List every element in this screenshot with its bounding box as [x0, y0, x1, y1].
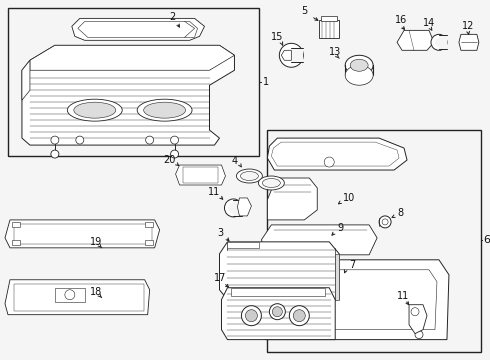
- Circle shape: [290, 330, 298, 339]
- Ellipse shape: [345, 65, 373, 85]
- Text: 14: 14: [423, 18, 435, 28]
- Circle shape: [76, 136, 84, 144]
- Bar: [145, 240, 153, 245]
- Polygon shape: [30, 45, 234, 70]
- Polygon shape: [319, 21, 339, 38]
- Text: 11: 11: [207, 187, 220, 197]
- Text: 16: 16: [395, 15, 407, 25]
- Bar: [268, 130, 481, 352]
- Bar: [14, 224, 151, 244]
- Text: 11: 11: [397, 291, 409, 301]
- Circle shape: [431, 34, 447, 50]
- Text: 4: 4: [231, 156, 238, 166]
- Polygon shape: [281, 50, 292, 60]
- Circle shape: [146, 136, 154, 144]
- Text: 19: 19: [90, 237, 102, 247]
- Circle shape: [289, 306, 309, 326]
- Polygon shape: [335, 254, 339, 300]
- Polygon shape: [5, 220, 160, 248]
- Circle shape: [279, 43, 303, 67]
- Circle shape: [382, 219, 388, 225]
- Circle shape: [379, 216, 391, 228]
- Polygon shape: [459, 34, 479, 50]
- Polygon shape: [409, 305, 427, 334]
- Circle shape: [228, 203, 239, 213]
- Bar: [292, 48, 303, 62]
- Ellipse shape: [137, 99, 192, 121]
- Text: 5: 5: [301, 6, 308, 17]
- Polygon shape: [261, 260, 449, 339]
- Text: 20: 20: [164, 155, 176, 165]
- Polygon shape: [227, 242, 259, 248]
- Text: 13: 13: [329, 47, 342, 57]
- Circle shape: [51, 150, 59, 158]
- Ellipse shape: [350, 59, 368, 71]
- Ellipse shape: [237, 169, 262, 183]
- Ellipse shape: [262, 179, 280, 188]
- Polygon shape: [22, 45, 234, 145]
- Circle shape: [272, 307, 282, 317]
- Text: 8: 8: [397, 208, 403, 218]
- Text: 9: 9: [337, 223, 343, 233]
- Polygon shape: [268, 178, 317, 220]
- Bar: [183, 167, 219, 183]
- Circle shape: [435, 38, 443, 46]
- Circle shape: [224, 199, 243, 217]
- Circle shape: [245, 310, 257, 322]
- Text: 2: 2: [170, 12, 176, 22]
- Bar: [8, 8, 259, 156]
- Circle shape: [242, 306, 261, 326]
- Polygon shape: [397, 30, 434, 50]
- Ellipse shape: [258, 176, 284, 190]
- Ellipse shape: [74, 102, 116, 118]
- Text: 17: 17: [214, 273, 226, 283]
- Text: 1: 1: [264, 77, 270, 87]
- Bar: [439, 35, 447, 49]
- Bar: [233, 200, 243, 216]
- Polygon shape: [221, 288, 335, 339]
- Bar: [145, 222, 153, 227]
- Circle shape: [324, 157, 334, 167]
- Polygon shape: [5, 280, 149, 315]
- Bar: [55, 288, 85, 302]
- Polygon shape: [220, 242, 339, 300]
- Circle shape: [294, 310, 305, 322]
- Polygon shape: [268, 138, 407, 170]
- Ellipse shape: [144, 102, 186, 118]
- Bar: [12, 240, 20, 245]
- Polygon shape: [238, 198, 251, 216]
- Circle shape: [171, 150, 178, 158]
- Bar: [321, 17, 337, 21]
- Bar: [231, 288, 325, 296]
- Polygon shape: [175, 165, 225, 185]
- Circle shape: [415, 330, 423, 339]
- Text: 18: 18: [90, 287, 102, 297]
- Polygon shape: [22, 60, 30, 100]
- Circle shape: [51, 136, 59, 144]
- Text: 15: 15: [271, 32, 284, 42]
- Bar: [12, 222, 20, 227]
- Ellipse shape: [241, 171, 258, 180]
- Circle shape: [270, 304, 285, 320]
- Text: 3: 3: [218, 228, 223, 238]
- Polygon shape: [261, 225, 377, 255]
- Circle shape: [171, 136, 178, 144]
- Text: 12: 12: [462, 21, 474, 31]
- Ellipse shape: [345, 55, 373, 75]
- Text: 10: 10: [343, 193, 355, 203]
- Ellipse shape: [67, 99, 122, 121]
- Text: 7: 7: [349, 260, 355, 270]
- Circle shape: [285, 49, 297, 61]
- Bar: [14, 284, 144, 311]
- Polygon shape: [72, 18, 204, 40]
- Text: 6: 6: [483, 235, 490, 245]
